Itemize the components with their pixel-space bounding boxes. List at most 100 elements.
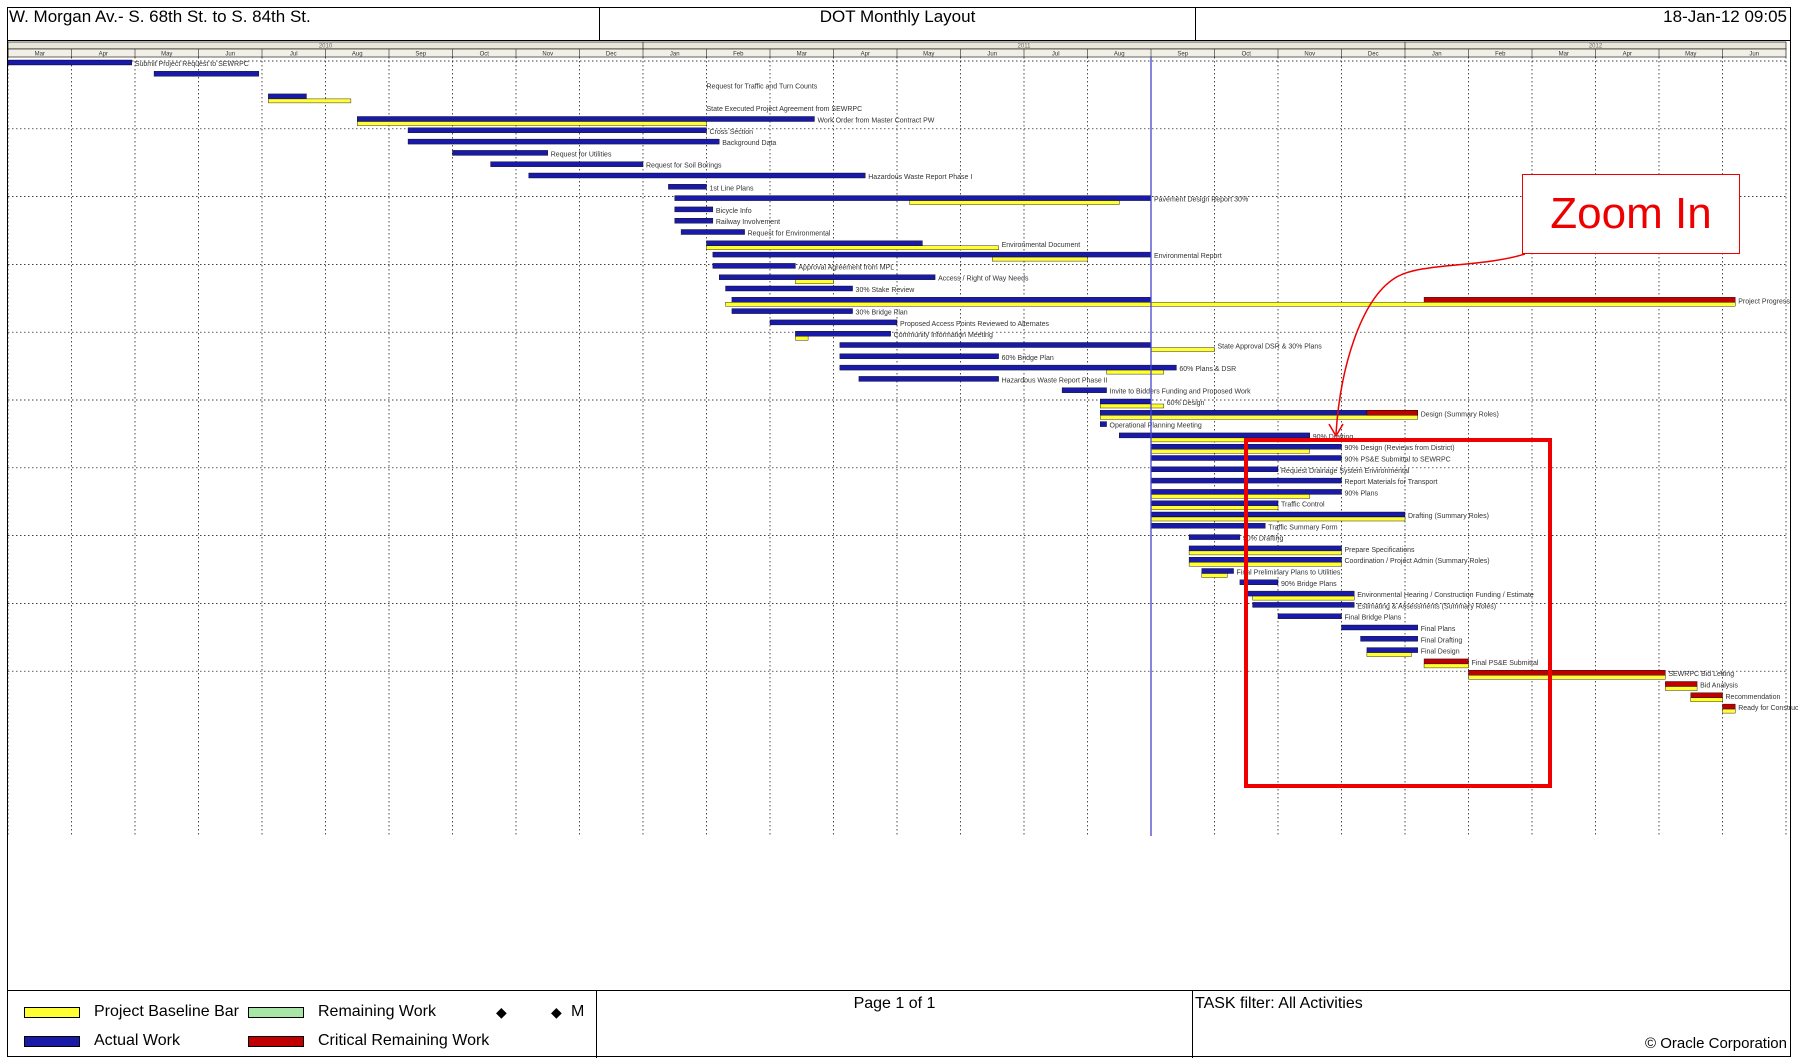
actual-work-bar xyxy=(490,161,644,167)
legend-swatch-remaining xyxy=(248,1007,304,1018)
actual-work-bar xyxy=(680,229,745,235)
activity-label: 60% Design xyxy=(1167,400,1205,407)
actual-work-bar xyxy=(674,206,714,213)
baseline-bar xyxy=(1099,403,1164,409)
legend-swatch-actual xyxy=(24,1036,80,1047)
month-tick-label: Jul xyxy=(290,52,298,58)
activity-label: 90% Bridge Plans xyxy=(1281,581,1337,588)
activity-label: Request Drainage System Environmental xyxy=(1281,468,1410,475)
month-tick-label: Jan xyxy=(670,52,680,58)
baseline-bar xyxy=(1423,663,1469,669)
year-band xyxy=(7,41,1787,50)
zoom-arrow-head-icon xyxy=(1328,423,1344,438)
activity-label: Hazardous Waste Report Phase II xyxy=(1002,377,1108,384)
actual-work-bar xyxy=(7,59,133,66)
baseline-bar xyxy=(1690,697,1723,702)
actual-work-bar xyxy=(1252,602,1355,608)
baseline-bar xyxy=(1665,686,1698,691)
activity-label: Hazardous Waste Report Phase I xyxy=(868,174,972,181)
baseline-bar xyxy=(1722,708,1736,714)
critical-remaining-bar xyxy=(1366,410,1418,416)
month-tick-label: Mar xyxy=(797,52,807,58)
baseline-bar xyxy=(1150,347,1215,352)
activity-label: Pavement Design Report 30% xyxy=(1154,197,1248,204)
actual-work-bar xyxy=(528,172,866,179)
month-tick-label: Oct xyxy=(1242,52,1252,58)
activity-label: 30% Bridge Plan xyxy=(856,310,908,317)
actual-work-bar xyxy=(1341,624,1418,631)
legend-label-milestone: M xyxy=(571,1003,585,1020)
actual-work-bar xyxy=(1150,523,1266,529)
year-label: 2011 xyxy=(1018,44,1032,50)
actual-work-bar xyxy=(712,263,796,269)
zoom-arrow-line xyxy=(1335,253,1526,435)
legend-label-remaining: Remaining Work xyxy=(318,1003,436,1020)
activity-label: Traffic Summary Form xyxy=(1268,524,1337,531)
actual-work-bar xyxy=(357,116,815,122)
baseline-bar xyxy=(725,302,1736,307)
actual-work-bar xyxy=(668,184,707,190)
activity-label: Environmental Document xyxy=(1002,242,1081,249)
footer: Project Baseline Bar Actual Work Remaini… xyxy=(7,990,1791,1058)
activity-label: Request for Environmental xyxy=(748,231,831,238)
actual-work-bar xyxy=(1099,421,1107,427)
month-tick-label: Jun xyxy=(987,52,997,58)
activity-label: Bid Analysis xyxy=(1700,683,1738,690)
baseline-bar xyxy=(1106,369,1164,375)
baseline-bar xyxy=(1099,415,1418,420)
activity-label: State Approval DSR & 30% Plans xyxy=(1218,344,1323,351)
actual-work-bar xyxy=(719,274,936,280)
activity-label: Request for Soil Borings xyxy=(646,163,722,170)
month-tick-label: Apr xyxy=(861,52,870,58)
activity-label: Report Materials for Transport xyxy=(1345,479,1438,486)
year-label: 2010 xyxy=(319,44,333,50)
critical-remaining-bar xyxy=(1722,703,1736,710)
activity-label: Traffic Control xyxy=(1281,502,1325,509)
month-tick-label: Sep xyxy=(415,52,426,58)
actual-work-bar xyxy=(1119,432,1310,439)
activity-label: 90% Drafting xyxy=(1243,536,1284,543)
activity-label: State Executed Project Agreement from SE… xyxy=(707,106,863,113)
month-tick-label: Jun xyxy=(1749,52,1759,58)
activity-label: Project Progress xyxy=(1738,298,1790,305)
baseline-bar xyxy=(795,279,834,284)
legend-label-critical: Critical Remaining Work xyxy=(318,1032,490,1049)
activity-label: 60% Bridge Plan xyxy=(1002,355,1054,362)
month-tick-label: Nov xyxy=(542,52,553,58)
actual-work-bar xyxy=(706,240,923,247)
baseline-bar xyxy=(1150,505,1279,510)
baseline-bar xyxy=(706,245,999,251)
activity-label: Access / Right of Way Needs xyxy=(938,276,1029,283)
baseline-bar xyxy=(1150,494,1310,499)
month-tick-label: Aug xyxy=(1114,52,1125,58)
activity-label: Request for Utilities xyxy=(551,151,612,158)
actual-work-bar xyxy=(1061,387,1107,393)
milestone-icon: ◆ xyxy=(496,1004,507,1020)
legend-label-actual: Actual Work xyxy=(94,1032,180,1049)
copyright: © Oracle Corporation xyxy=(1645,1035,1787,1052)
legend-label-baseline: Project Baseline Bar xyxy=(94,1003,239,1020)
actual-work-bar xyxy=(1201,568,1234,574)
activity-label: Ready for Construction xyxy=(1738,705,1798,712)
actual-work-bar xyxy=(674,195,1152,201)
critical-remaining-bar xyxy=(1468,670,1666,676)
actual-work-bar xyxy=(268,93,307,100)
critical-remaining-bar xyxy=(1690,692,1723,698)
activity-label: Background Data xyxy=(722,140,776,147)
activity-label: 30% Stake Review xyxy=(856,287,916,294)
activity-label: Community Information Meeting xyxy=(894,332,993,339)
month-tick-label: Dec xyxy=(606,52,617,58)
activity-label: Environmental Report xyxy=(1154,253,1222,260)
baseline-bar xyxy=(1150,516,1406,522)
actual-work-bar xyxy=(1366,647,1418,653)
actual-work-bar xyxy=(1239,579,1279,585)
activity-label: Prepare Specifications xyxy=(1345,547,1416,554)
actual-work-bar xyxy=(1099,398,1152,405)
actual-work-bar xyxy=(725,285,853,292)
activity-label: Bicycle Info xyxy=(716,208,752,215)
month-tick-label: Jun xyxy=(225,52,235,58)
page-frame xyxy=(7,7,1791,1057)
month-tick-label: Jul xyxy=(1052,52,1060,58)
legend-swatch-baseline xyxy=(24,1007,80,1018)
activity-label: Submit Project Request to SEWRPC xyxy=(135,61,249,68)
